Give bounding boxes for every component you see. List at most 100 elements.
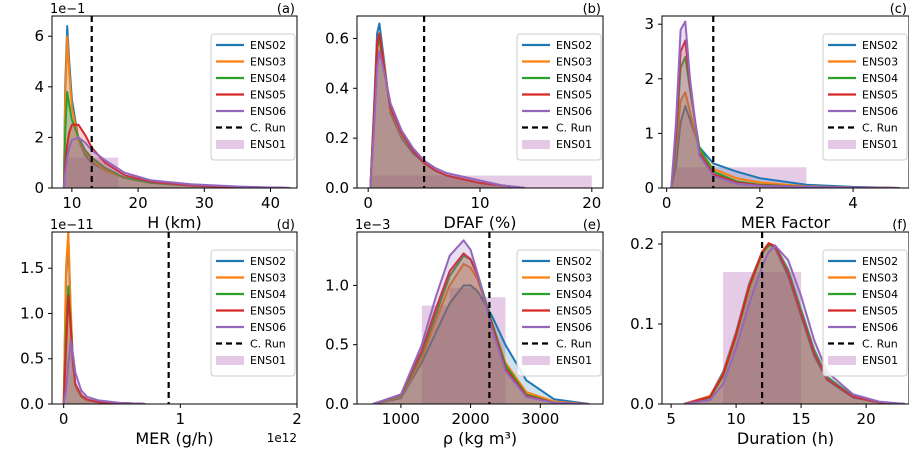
x-tick-label: 1 <box>176 410 186 428</box>
axes-frame-3 <box>661 15 909 189</box>
area-ens06-2 <box>370 50 525 188</box>
legend-entry-label: ENS06 <box>556 321 592 334</box>
panel-label: (e) <box>583 218 601 233</box>
area-ens03-6 <box>684 244 906 404</box>
y-tick-label: 0.0 <box>20 395 44 413</box>
legend-entry-label: ENS02 <box>250 39 286 52</box>
x-tick-label: 10 <box>727 410 746 428</box>
area-ens04-2 <box>370 38 525 188</box>
y-tick-label: 0.0 <box>325 395 349 413</box>
y-tick-label: 0 <box>644 179 654 197</box>
legend-1: ENS02 ENS03 ENS04 ENS05 ENS06 C. Run ENS01 <box>210 33 296 161</box>
ens01-bar-5-2 <box>449 287 478 404</box>
legend-entry-label: ENS01 <box>250 354 286 367</box>
x-tick-label: 2000 <box>451 410 489 428</box>
legend-entry-label: C. Run <box>556 122 592 135</box>
legend-entry-label: ENS06 <box>556 105 592 118</box>
x-axis-label: DFAF (%) <box>444 213 517 232</box>
line-ens05-4 <box>62 294 146 404</box>
y-tick-label: 0.5 <box>20 350 44 368</box>
legend-entry-label: ENS04 <box>862 288 898 301</box>
area-ens06-6 <box>684 245 906 404</box>
legend-entry-label: ENS06 <box>250 321 286 334</box>
panel-label: (a) <box>277 2 295 17</box>
x-tick-label: 10 <box>470 194 489 212</box>
legend-entry-label: C. Run <box>250 338 286 351</box>
panel-2: 0 10 200.00.20.40.6(b)DFAF (%)ENS02ENS03EN… <box>325 2 604 232</box>
legend-swatch-ens01 <box>216 356 244 365</box>
area-ens05-2 <box>370 33 525 188</box>
legend-entry-label: ENS05 <box>250 305 286 318</box>
area-ens05-3 <box>671 40 900 188</box>
y-tick-label: 0.1 <box>630 315 654 333</box>
line-ens06-5 <box>372 239 590 404</box>
y-tick-label: 1.0 <box>325 276 349 294</box>
panel-3: 0 2 4 0 1 2 3 (c) MER Factor ENS02 ENS03 ENS04 ENS05… <box>644 2 909 232</box>
axes-frame-1 <box>51 15 298 189</box>
y-tick-label: 2 <box>644 70 654 88</box>
line-ens05-1 <box>62 123 291 188</box>
area-ens03-1 <box>63 36 291 188</box>
legend-5: ENS02 ENS03 ENS04 ENS05 ENS06 C. Run ENS01 <box>516 249 602 377</box>
area-ens04-1 <box>63 91 291 188</box>
x-tick-label: 20 <box>582 194 601 212</box>
area-ens03-3 <box>671 92 900 188</box>
line-ens06-1 <box>62 136 291 188</box>
area-ens04-3 <box>671 57 900 188</box>
x-tick-label: 10 <box>62 194 81 212</box>
x-tick-label: 20 <box>129 194 148 212</box>
y-tick-label: 1.0 <box>20 304 44 322</box>
panel-label: (f) <box>892 218 907 233</box>
legend-entry-label: ENS01 <box>862 354 898 367</box>
legend-entry-label: C. Run <box>862 338 898 351</box>
legend-entry-label: ENS06 <box>862 105 898 118</box>
x-tick-label: 30 <box>195 194 214 212</box>
panel-5: 1000 2000 3000 0.0 0.5 1.0 1e−3 (e) ρ (kg m³) ENS… <box>325 218 604 448</box>
area-ens02-1 <box>63 26 291 188</box>
area-ens02-6 <box>684 244 906 404</box>
area-ens06-1 <box>63 137 291 188</box>
legend-entry-label: ENS04 <box>250 72 286 85</box>
area-ens04-5 <box>373 255 590 404</box>
legend-entry-label: ENS02 <box>556 39 592 52</box>
legend-4: ENS02 ENS03 ENS04 ENS05 ENS06 C. Run ENS01 <box>210 249 296 377</box>
x-tick-label: 5 <box>666 410 676 428</box>
panel-label: (c) <box>890 2 907 17</box>
legend-entry-label: ENS01 <box>862 138 898 151</box>
area-ens02-5 <box>373 285 590 404</box>
y-multiplier: 1e−3 <box>355 218 390 233</box>
legend-entry-label: ENS06 <box>250 105 286 118</box>
y-tick-label: 0 <box>34 179 44 197</box>
y-tick-label: 0.6 <box>325 29 349 47</box>
y-tick-label: 0.2 <box>630 235 654 253</box>
x-tick-label: 20 <box>857 410 876 428</box>
x-tick-label: 0 <box>59 410 69 428</box>
x-tick-label: 0 <box>363 194 373 212</box>
legend-entry-label: ENS04 <box>862 72 898 85</box>
x-tick-label: 0 <box>662 194 672 212</box>
y-tick-label: 2 <box>34 128 44 146</box>
legend-swatch-ens01 <box>522 356 550 365</box>
legend-entry-label: ENS04 <box>556 72 592 85</box>
legend-entry-label: ENS04 <box>250 288 286 301</box>
legend-entry-label: ENS05 <box>862 305 898 318</box>
x-tick-label: 40 <box>261 194 280 212</box>
area-ens05-4 <box>63 295 146 404</box>
y-tick-label: 0.2 <box>325 129 349 147</box>
y-tick-label: 3 <box>644 15 654 33</box>
y-tick-label: 1.5 <box>20 259 44 277</box>
x-axis-label: MER (g/h) <box>135 429 213 448</box>
legend-swatch-ens01 <box>828 140 856 149</box>
legend-entry-label: C. Run <box>250 122 286 135</box>
legend-entry-label: C. Run <box>556 338 592 351</box>
legend-swatch-ens01 <box>522 140 550 149</box>
area-ens03-5 <box>373 264 590 404</box>
line-ens06-2 <box>369 49 525 188</box>
area-ens02-2 <box>370 23 525 188</box>
line-ens02-3 <box>670 105 900 188</box>
y-tick-label: 0.5 <box>325 336 349 354</box>
y-tick-label: 6 <box>34 27 44 45</box>
x-axis-label: Duration (h) <box>737 429 834 448</box>
legend-entry-label: ENS02 <box>250 255 286 268</box>
